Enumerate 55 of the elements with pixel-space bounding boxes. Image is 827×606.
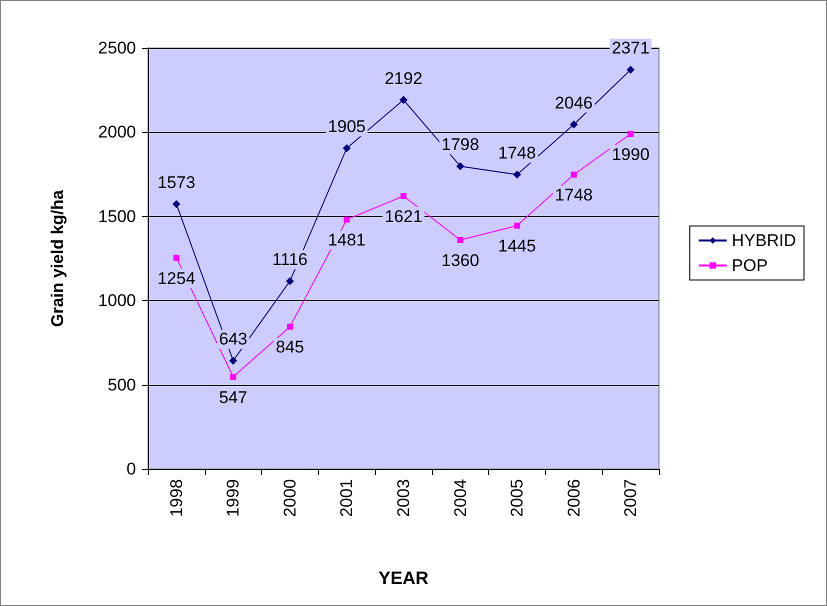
data-label: 1621	[384, 207, 422, 226]
data-label: 2192	[384, 68, 422, 88]
data-label: 1798	[441, 135, 480, 154]
y-tick-label: 0	[126, 460, 136, 478]
data-label: 547	[218, 388, 248, 407]
data-label: 643	[218, 330, 248, 349]
data-label: 845	[276, 338, 304, 357]
x-tick-label: 2000	[280, 479, 300, 517]
point	[514, 222, 520, 229]
point	[172, 200, 180, 208]
x-axis-title: YEAR	[378, 568, 429, 588]
data-label: 1254	[157, 268, 196, 288]
data-label: 1573	[157, 173, 196, 192]
x-tick-label: 2001	[337, 479, 356, 517]
x-tick-label: 1998	[166, 479, 186, 517]
y-tick-label: 2500	[98, 38, 136, 58]
legend-label: HYBRID	[732, 231, 796, 250]
data-label: 1748	[554, 186, 593, 205]
data-label: 2371	[612, 38, 650, 58]
data-label: 1748	[498, 144, 536, 163]
point	[457, 236, 464, 243]
point	[570, 172, 577, 178]
point	[513, 170, 522, 179]
point	[400, 193, 406, 200]
point	[628, 130, 634, 137]
point	[230, 374, 236, 380]
y-axis-title: Grain yield kg/ha	[48, 189, 67, 327]
point	[344, 216, 350, 223]
point	[626, 66, 635, 74]
x-tick-label: 2007	[621, 479, 640, 517]
point	[286, 277, 294, 286]
point	[570, 120, 578, 128]
x-tick-label: 2003	[394, 479, 413, 517]
data-label: 1481	[328, 230, 366, 250]
point	[456, 162, 464, 170]
x-tick-label: 2004	[450, 479, 470, 517]
point	[400, 96, 408, 104]
y-tick-label: 1000	[98, 291, 136, 310]
point	[286, 324, 293, 330]
point	[173, 254, 180, 261]
y-tick-label: 1500	[98, 206, 136, 226]
x-tick-label: 1999	[224, 479, 243, 517]
y-tick-label: 500	[108, 375, 136, 394]
x-tick-label: 2006	[564, 479, 584, 517]
point	[342, 144, 351, 152]
legend-label: POP	[732, 256, 768, 275]
data-label: 1905	[328, 117, 366, 136]
data-label: 1360	[441, 250, 480, 270]
data-label: 1116	[272, 250, 308, 270]
x-tick-label: 2005	[508, 479, 527, 517]
data-label: 1990	[612, 144, 650, 164]
data-label: 2046	[554, 93, 593, 112]
point	[229, 356, 238, 365]
y-tick-label: 2000	[98, 122, 136, 142]
data-label: 1445	[498, 236, 536, 256]
